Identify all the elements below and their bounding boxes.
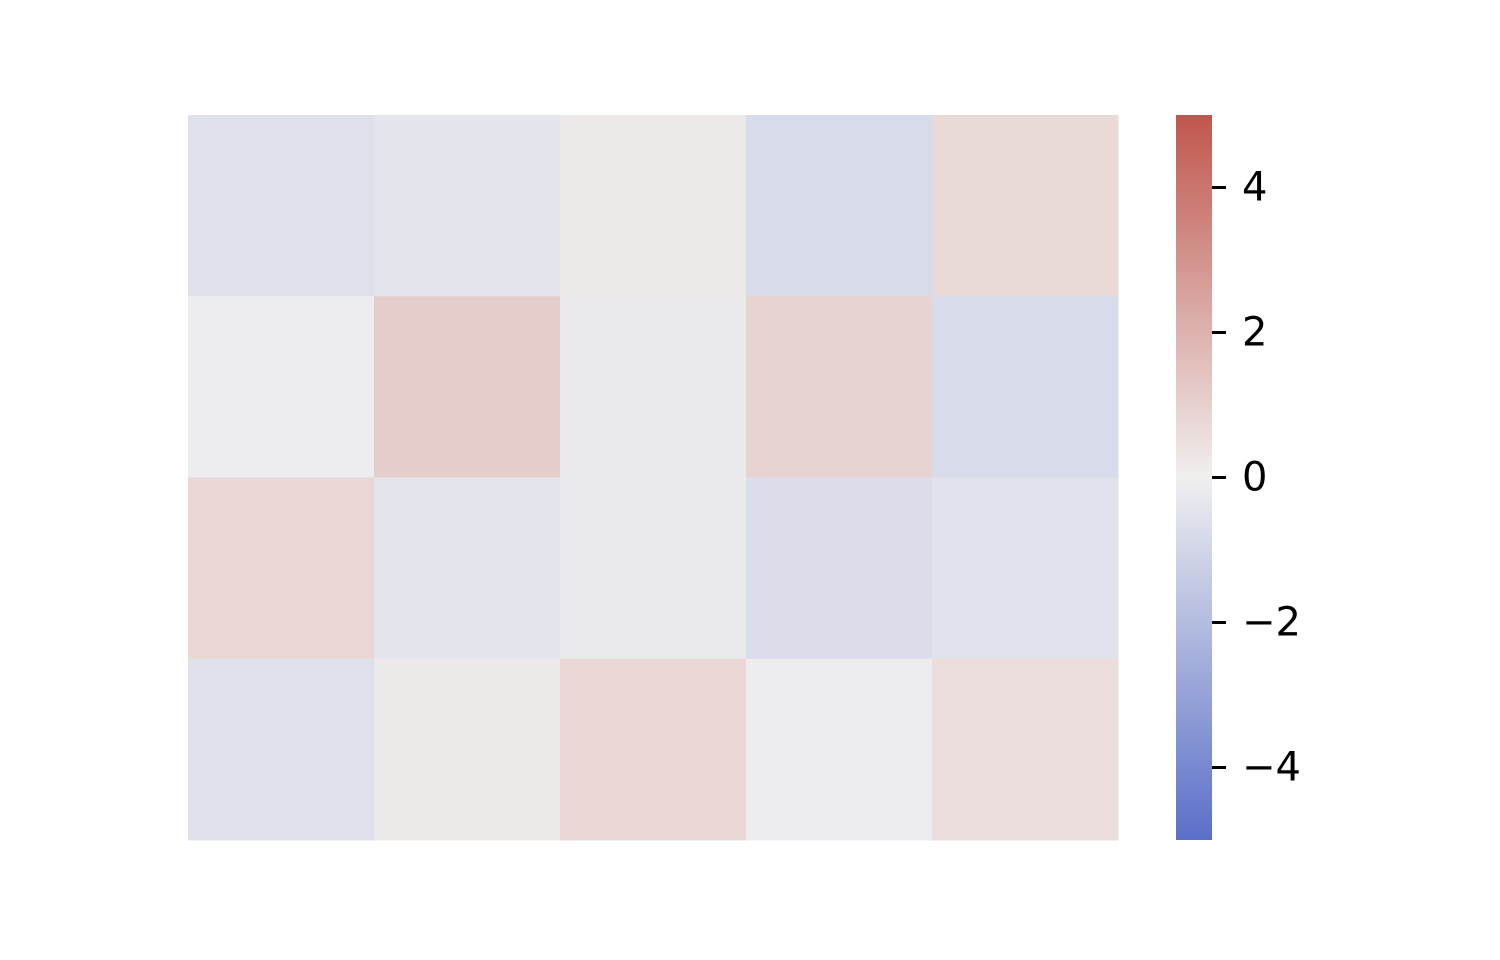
colorbar-tick-label: 2	[1242, 310, 1267, 356]
colorbar-tick-label: 0	[1242, 455, 1267, 501]
heatmap-cell-r1-c0	[188, 296, 375, 478]
colorbar	[1176, 115, 1212, 840]
heatmap-cell-r2-c2	[560, 477, 747, 660]
heatmap-cell-r0-c0	[188, 115, 375, 297]
heatmap-cell-r0-c1	[374, 115, 561, 297]
heatmap-cell-r3-c3	[746, 658, 933, 841]
heatmap-grid	[188, 115, 1119, 841]
colorbar-tick-label: −4	[1242, 745, 1301, 791]
heatmap-cell-r1-c1	[374, 296, 561, 478]
heatmap-cell-r1-c3	[746, 296, 933, 478]
heatmap-cell-r3-c4	[932, 658, 1119, 841]
colorbar-tick-label: −2	[1242, 600, 1301, 646]
colorbar-tick-label: 4	[1242, 165, 1267, 211]
heatmap-cell-r1-c2	[560, 296, 747, 478]
heatmap-cell-r3-c1	[374, 658, 561, 841]
heatmap-cell-r2-c4	[932, 477, 1119, 660]
heatmap-cell-r3-c0	[188, 658, 375, 841]
heatmap-cell-r0-c2	[560, 115, 747, 297]
heatmap-cell-r2-c0	[188, 477, 375, 660]
heatmap-cell-r0-c3	[746, 115, 933, 297]
heatmap-cell-r2-c3	[746, 477, 933, 660]
heatmap-cell-r2-c1	[374, 477, 561, 660]
heatmap-cell-r0-c4	[932, 115, 1119, 297]
heatmap-cell-r3-c2	[560, 658, 747, 841]
heatmap-cell-r1-c4	[932, 296, 1119, 478]
colorbar-axis: 4 2 0 −2 −4	[1212, 165, 1301, 791]
